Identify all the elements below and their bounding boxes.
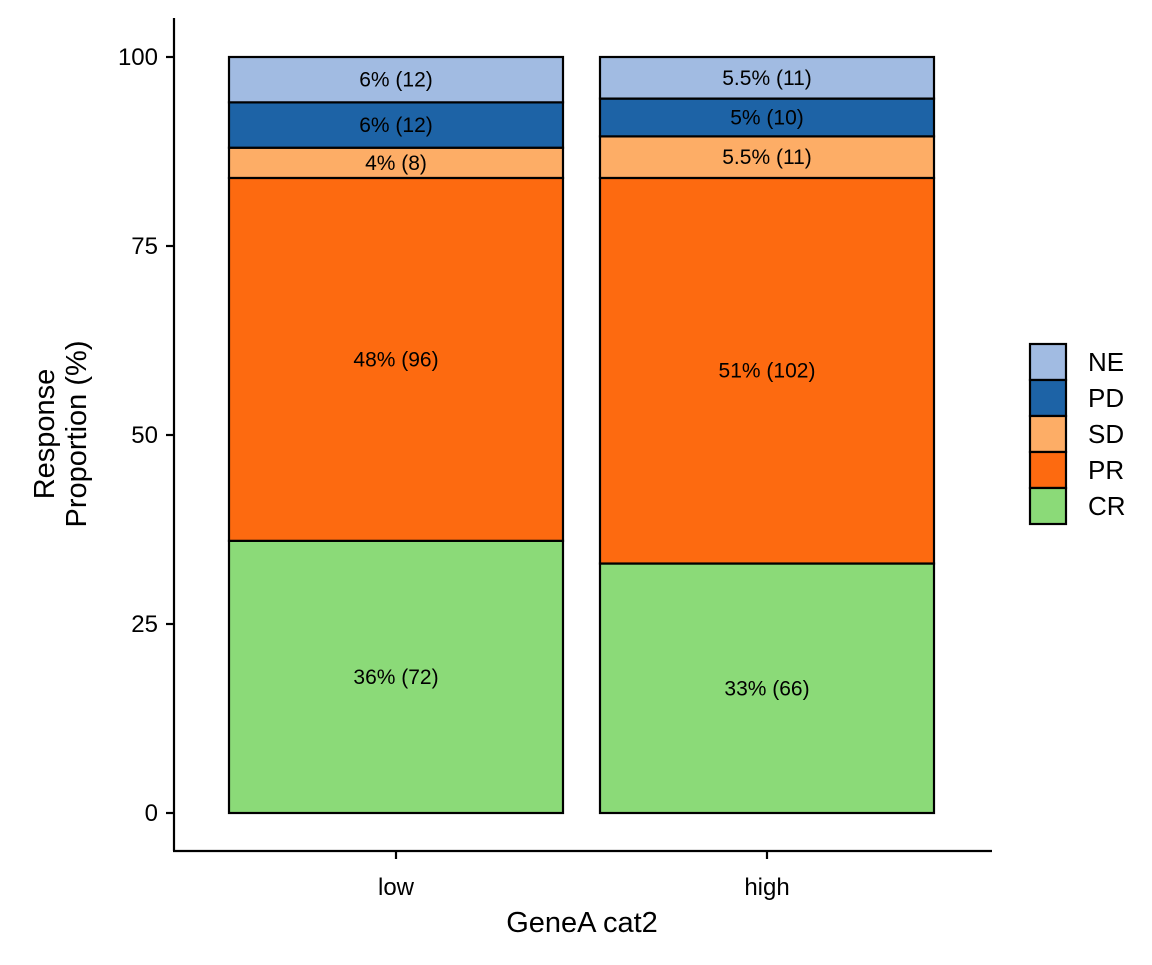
x-axis-title: GeneA cat2 (506, 907, 658, 939)
x-ticks-layer: low high (378, 851, 790, 901)
bar-segment-high-ne (598, 55, 936, 100)
y-ticks-layer: 0 25 50 75 100 (118, 44, 174, 827)
segment-label-high-cr: 33% (66) (724, 677, 809, 700)
segment-label-high-sd: 5.5% (11) (722, 146, 812, 169)
legend-swatch-cr (1028, 486, 1068, 526)
bars-layer (227, 55, 936, 815)
bar-segment-high-pd (598, 97, 936, 138)
segment-labels-layer: 36% (72) 48% (96) 4% (8) 6% (12) 6% (12) 33% … (353, 67, 815, 700)
x-tick-label-high: high (744, 874, 789, 901)
legend-swatch-ne (1028, 342, 1068, 382)
legend-label-pd: PD (1088, 383, 1124, 413)
legend: NE PD SD PR CR (1028, 342, 1126, 526)
bar-segment-low-pd (227, 101, 565, 149)
segment-label-low-cr: 36% (72) (353, 666, 438, 689)
bar-segment-high-pr (598, 176, 936, 565)
bar-segment-low-cr (227, 539, 565, 815)
legend-swatch-pr (1028, 450, 1068, 490)
y-tick-label-50: 50 (131, 422, 158, 449)
bar-segment-high-sd (598, 135, 936, 180)
legend-swatch-pd (1028, 378, 1068, 418)
legend-label-sd: SD (1088, 419, 1124, 449)
y-tick-label-100: 100 (118, 44, 158, 71)
segment-label-high-pr: 51% (102) (719, 360, 816, 383)
segment-label-low-pd: 6% (12) (359, 114, 433, 137)
legend-swatch-sd (1028, 414, 1068, 454)
y-tick-label-25: 25 (131, 611, 158, 638)
y-axis-title-line-1: Response (29, 369, 61, 500)
x-tick-label-low: low (378, 874, 415, 901)
bar-segment-low-pr (227, 176, 565, 542)
y-tick-label-75: 75 (131, 233, 158, 260)
y-axis-title-line-2: Proportion (%) (61, 341, 93, 528)
y-tick-label-0: 0 (145, 800, 158, 827)
segment-label-low-ne: 6% (12) (359, 69, 433, 92)
bar-segment-low-ne (227, 55, 565, 104)
bar-segment-high-cr (598, 562, 936, 815)
y-axis-title: Response Proportion (%) (29, 341, 93, 528)
segment-label-low-sd: 4% (8) (365, 152, 427, 175)
segment-label-high-pd: 5% (10) (730, 106, 804, 129)
segment-label-high-ne: 5.5% (11) (722, 67, 812, 90)
segment-label-low-pr: 48% (96) (353, 348, 438, 371)
legend-label-ne: NE (1088, 347, 1124, 377)
legend-label-cr: CR (1088, 491, 1126, 521)
legend-label-pr: PR (1088, 455, 1124, 485)
